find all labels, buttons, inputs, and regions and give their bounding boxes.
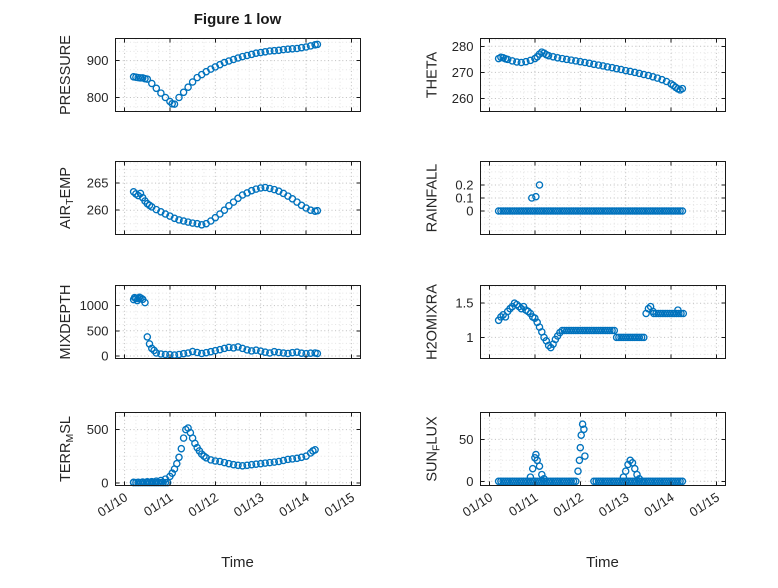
subplot-PRESSURE: 800 900 PRESSURE xyxy=(58,35,361,115)
y-axis-label-TERR_MSL: TERRMSL xyxy=(58,416,76,482)
subplot-THETA: 260 270 280 THETA xyxy=(425,38,726,112)
y-tick-label: 900 xyxy=(87,53,109,68)
y-tick-label: 800 xyxy=(87,90,109,105)
y-tick-label: 50 xyxy=(459,432,473,447)
y-axis-label-THETA: THETA xyxy=(425,51,441,98)
y-tick-label: 1000 xyxy=(80,298,109,313)
x-axis-label-right: Time xyxy=(586,554,619,571)
subplot-SUN_FLUX: 0 50 01/10 01/11 01/12 01/13 01/14 01/15 SUNFLUX xyxy=(425,412,726,520)
y-tick-label: 0.1 xyxy=(455,191,473,206)
y-tick-label: 0 xyxy=(466,474,473,489)
y-tick-label: 260 xyxy=(452,91,474,106)
y-tick-label: 1 xyxy=(466,330,473,345)
y-tick-label: 500 xyxy=(87,422,109,437)
y-axis-label-AIR_TEMP: AIRTEMP xyxy=(58,167,76,229)
y-tick-label: 0 xyxy=(101,348,108,363)
x-tick-label: 01/14 xyxy=(641,489,676,519)
data-points-AIR_TEMP xyxy=(129,183,322,229)
x-tick-label: 01/12 xyxy=(185,489,220,519)
y-axis-label-H2OMIXRA: H2OMIXRA xyxy=(425,284,441,360)
x-tick-label: 01/14 xyxy=(276,489,311,519)
x-tick-label: 01/15 xyxy=(322,489,357,519)
x-axis-label-left: Time xyxy=(221,554,254,571)
data-points-TERR_MSL xyxy=(129,424,319,487)
x-tick-label: 01/15 xyxy=(687,489,722,519)
x-tick-label: 01/10 xyxy=(95,489,130,519)
y-tick-label: 260 xyxy=(87,203,109,218)
x-tick-label: 01/10 xyxy=(460,489,495,519)
y-tick-label: 0 xyxy=(101,475,108,490)
x-tick-label: 01/13 xyxy=(596,489,631,519)
subplot-H2OMIXRA: 1 1.5 H2OMIXRA xyxy=(425,284,726,360)
y-tick-label: 0 xyxy=(466,204,473,219)
y-tick-label: 500 xyxy=(87,323,109,338)
y-axis-label-SUN_FLUX: SUNFLUX xyxy=(425,416,443,482)
subplot-MIXDEPTH: 0 500 1000 MIXDEPTH xyxy=(58,285,361,363)
y-tick-label: 265 xyxy=(87,176,109,191)
x-tick-label: 01/13 xyxy=(231,489,266,519)
subplot-AIR_TEMP: 260 265 AIRTEMP xyxy=(58,161,361,235)
subplot-TERR_MSL: 0 500 01/10 01/11 01/12 01/13 01/14 01/15 TERRMS… xyxy=(58,412,361,520)
x-tick-label: 01/11 xyxy=(141,489,176,519)
data-points-H2OMIXRA xyxy=(494,299,688,352)
x-tick-label: 01/11 xyxy=(506,489,541,519)
data-points-RAINFALL xyxy=(494,181,687,215)
subplot-RAINFALL: 00.10.2 RAINFALL xyxy=(425,161,726,235)
data-points-SUN_FLUX xyxy=(494,420,687,486)
y-tick-label: 1.5 xyxy=(455,296,473,311)
y-tick-label: 0.2 xyxy=(455,177,473,192)
data-points-THETA xyxy=(494,48,687,94)
figure-title: Figure 1 low xyxy=(193,11,282,28)
x-tick-label: 01/12 xyxy=(550,489,585,519)
y-tick-label: 270 xyxy=(452,65,474,80)
y-axis-label-PRESSURE: PRESSURE xyxy=(58,35,74,115)
y-axis-label-RAINFALL: RAINFALL xyxy=(425,164,441,233)
y-tick-label: 280 xyxy=(452,39,474,54)
data-points-PRESSURE xyxy=(129,40,322,108)
y-axis-label-MIXDEPTH: MIXDEPTH xyxy=(58,285,74,360)
